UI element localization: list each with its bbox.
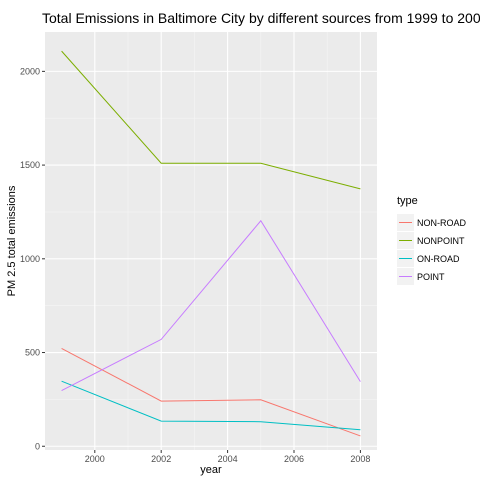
x-tick-label: 2008 bbox=[350, 454, 370, 464]
y-tick-label: 500 bbox=[25, 348, 40, 358]
series-line-nonpoint bbox=[61, 50, 361, 190]
y-tick-label: 0 bbox=[35, 441, 40, 451]
x-tick-label: 2006 bbox=[284, 454, 304, 464]
series-lines bbox=[61, 50, 361, 437]
x-tick-label: 2000 bbox=[85, 454, 105, 464]
series-line-point bbox=[61, 219, 361, 392]
minor-gridlines bbox=[45, 32, 377, 450]
y-axis: 0 500 1000 1500 2000 bbox=[20, 66, 45, 451]
y-tick-label: 1000 bbox=[20, 254, 40, 264]
y-axis-title: PM 2.5 total emissions bbox=[6, 185, 18, 296]
x-axis: 2000 2002 2004 2006 2008 bbox=[85, 450, 370, 464]
y-tick-label: 2000 bbox=[20, 66, 40, 76]
legend-label-point: POINT bbox=[417, 272, 445, 282]
plot-panel bbox=[45, 32, 377, 450]
major-gridlines bbox=[45, 32, 377, 450]
legend-label-on-road: ON-ROAD bbox=[417, 254, 460, 264]
legend-label-non-road: NON-ROAD bbox=[417, 218, 466, 228]
legend: type NON-ROAD NONPOINT ON-ROAD POINT bbox=[397, 195, 466, 285]
y-tick-label: 1500 bbox=[20, 160, 40, 170]
series-line-non-road bbox=[61, 347, 361, 437]
x-tick-label: 2004 bbox=[218, 454, 238, 464]
series-line-on-road bbox=[61, 380, 361, 431]
legend-title: type bbox=[397, 195, 418, 207]
x-axis-title: year bbox=[200, 464, 222, 476]
legend-label-nonpoint: NONPOINT bbox=[417, 236, 465, 246]
x-tick-label: 2002 bbox=[151, 454, 171, 464]
chart-title: Total Emissions in Baltimore City by dif… bbox=[42, 10, 480, 26]
